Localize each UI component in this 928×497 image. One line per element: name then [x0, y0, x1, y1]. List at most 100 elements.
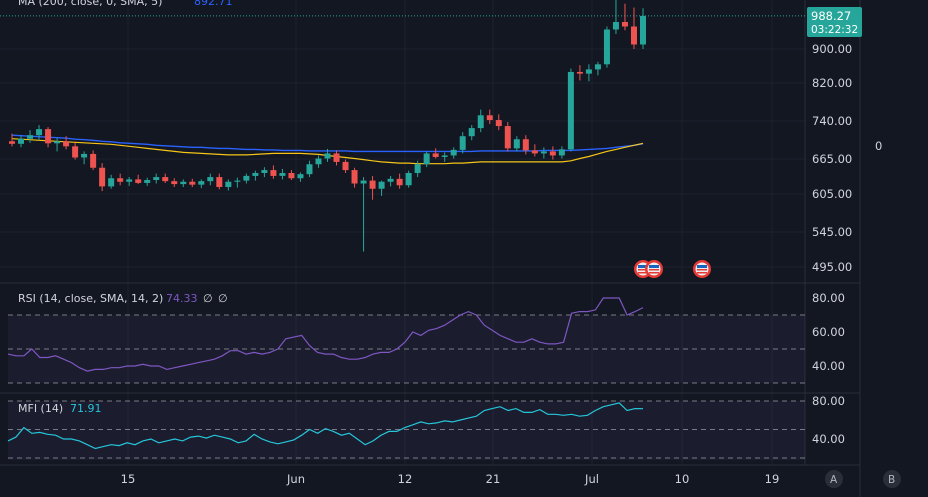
candle-59[interactable] [540, 147, 547, 159]
candle-38[interactable] [351, 167, 358, 188]
candle-21[interactable] [198, 179, 205, 189]
candle-53[interactable] [486, 109, 493, 125]
b-button-label: B [888, 474, 895, 486]
candle-40[interactable] [369, 175, 376, 200]
candle-62[interactable] [567, 68, 574, 152]
candle-16[interactable] [153, 173, 160, 184]
candle-64[interactable] [585, 64, 592, 82]
candle-3[interactable] [36, 125, 43, 141]
candle-26[interactable] [243, 173, 250, 184]
candle-32[interactable] [297, 172, 304, 182]
rsi-tick-2: 40.00 [812, 359, 845, 373]
price-tick-5: 545.00 [812, 225, 852, 239]
candle-51[interactable] [468, 125, 475, 141]
candle-58[interactable] [531, 144, 538, 157]
auto-scale-button[interactable]: A [825, 470, 843, 488]
candle-39[interactable] [360, 177, 367, 252]
candle-65[interactable] [594, 61, 601, 76]
candle-27[interactable] [252, 170, 259, 181]
candle-66[interactable] [603, 26, 610, 68]
candle-12[interactable] [117, 173, 124, 186]
candle-47[interactable] [432, 148, 439, 159]
candle-1[interactable] [18, 135, 25, 148]
candle-0[interactable] [9, 133, 15, 147]
candle-57[interactable] [522, 135, 529, 155]
right-panel-value: 0 [875, 139, 882, 153]
event-flag-3[interactable] [693, 260, 711, 278]
price-tick-1: 820.00 [812, 76, 852, 90]
candle-2[interactable] [27, 130, 34, 143]
candle-7[interactable] [72, 142, 79, 160]
candle-30[interactable] [279, 168, 286, 180]
candle-29[interactable] [270, 165, 277, 179]
ma-legend-value: 892.71 [194, 0, 233, 8]
candle-6[interactable] [63, 136, 70, 150]
candle-67[interactable] [612, 0, 619, 34]
candle-5[interactable] [54, 138, 61, 152]
candle-44[interactable] [405, 170, 412, 188]
candle-45[interactable] [414, 160, 421, 178]
candle-25[interactable] [234, 177, 241, 188]
candle-36[interactable] [333, 150, 340, 166]
candle-33[interactable] [306, 160, 313, 178]
candle-52[interactable] [477, 109, 484, 133]
rsi-tick-labels: 80.00 60.00 40.00 [812, 291, 845, 373]
price-tag-countdown: 03:22:32 [811, 24, 858, 36]
candle-50[interactable] [459, 132, 466, 154]
time-tick-1: Jun [286, 472, 305, 486]
candle-69[interactable] [630, 7, 637, 49]
candle-37[interactable] [342, 159, 349, 173]
candle-11[interactable] [108, 174, 115, 189]
price-axis[interactable] [805, 0, 860, 465]
time-axis[interactable] [0, 465, 805, 497]
candle-43[interactable] [396, 173, 403, 189]
candle-10[interactable] [99, 163, 106, 192]
candle-70[interactable] [640, 8, 646, 49]
rsi-legend-extra-2: ∅ [218, 292, 228, 305]
b-button[interactable]: B [883, 470, 901, 488]
mfi-band [8, 401, 805, 460]
candle-19[interactable] [180, 179, 187, 187]
candle-48[interactable] [441, 152, 448, 162]
candle-60[interactable] [549, 146, 556, 160]
candle-23[interactable] [216, 173, 223, 190]
candle-28[interactable] [261, 167, 268, 178]
candle-24[interactable] [225, 179, 232, 191]
candle-63[interactable] [576, 65, 583, 81]
candle-54[interactable] [495, 114, 502, 131]
grid [0, 0, 805, 465]
mfi-tick-0: 80.00 [812, 394, 845, 408]
candle-22[interactable] [207, 173, 214, 186]
candle-31[interactable] [288, 170, 295, 180]
candle-18[interactable] [171, 178, 178, 187]
candle-14[interactable] [135, 174, 142, 185]
candle-13[interactable] [126, 177, 133, 186]
candle-35[interactable] [324, 148, 331, 162]
candle-20[interactable] [189, 178, 196, 187]
time-tick-3: 21 [486, 472, 501, 486]
mfi-legend-label: MFI (14) [18, 402, 63, 415]
candle-46[interactable] [423, 151, 430, 168]
ma-legend[interactable]: MA (200, close, 0, SMA, 5) 892.71 [18, 0, 233, 8]
candle-68[interactable] [621, 3, 628, 31]
candle-8[interactable] [81, 151, 88, 165]
candles[interactable] [9, 0, 646, 252]
candle-15[interactable] [144, 177, 151, 186]
candle-56[interactable] [513, 136, 520, 152]
event-flag-2[interactable] [645, 260, 663, 278]
candle-41[interactable] [378, 180, 385, 196]
mfi-legend[interactable]: MFI (14) 71.91 [18, 402, 102, 415]
candle-49[interactable] [450, 147, 457, 159]
candle-9[interactable] [90, 150, 97, 171]
candle-42[interactable] [387, 175, 394, 187]
price-tick-4: 605.00 [812, 187, 852, 201]
candle-17[interactable] [162, 173, 169, 183]
rsi-legend[interactable]: RSI (14, close, SMA, 14, 2) 74.33 ∅ ∅ [18, 292, 228, 305]
candle-61[interactable] [558, 146, 565, 159]
candle-55[interactable] [504, 122, 511, 152]
candle-4[interactable] [45, 127, 52, 148]
mfi-tick-labels: 80.00 40.00 [812, 394, 845, 446]
time-tick-4: Jul [584, 472, 599, 486]
candle-34[interactable] [315, 155, 322, 168]
